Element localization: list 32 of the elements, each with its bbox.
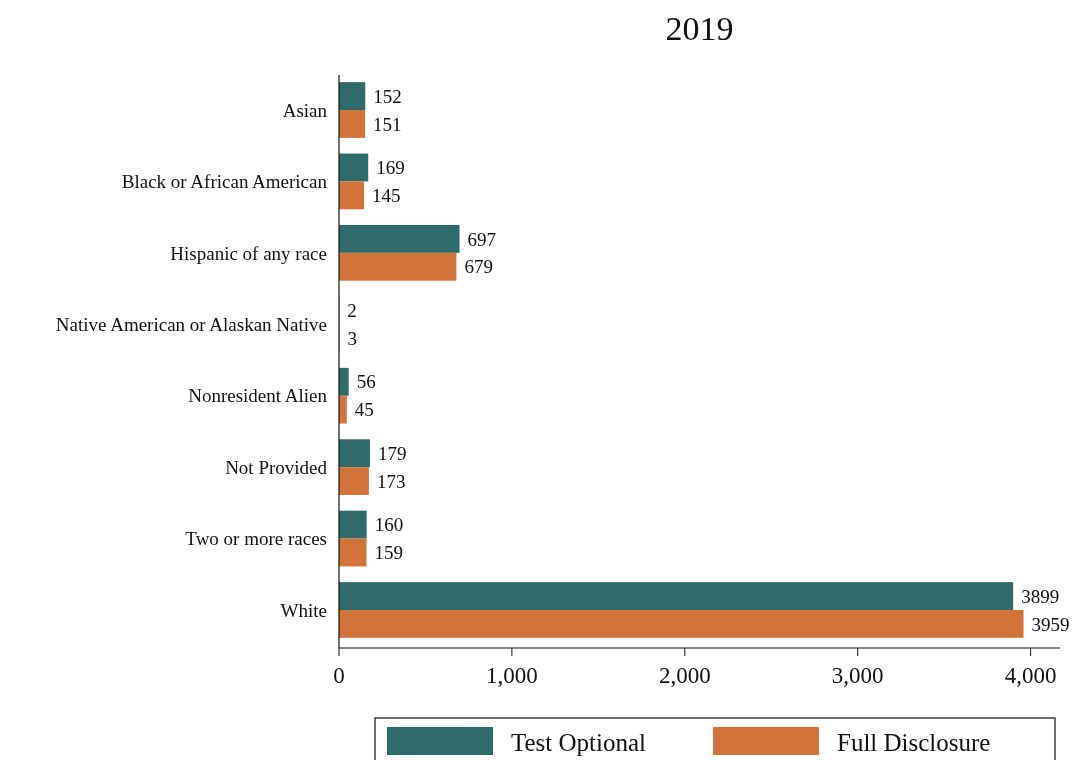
data-label: 169 bbox=[376, 157, 405, 179]
data-label: 152 bbox=[373, 85, 402, 107]
data-label: 173 bbox=[376, 470, 406, 492]
data-label: 45 bbox=[354, 399, 374, 421]
x-tick-label: 0 bbox=[333, 663, 345, 688]
y-tick-label: Hispanic of any race bbox=[170, 242, 327, 264]
y-tick-label: White bbox=[280, 599, 327, 621]
y-tick-label: Asian bbox=[282, 99, 328, 121]
y-tick-label: Nonresident Alien bbox=[188, 385, 328, 407]
legend-label: Full Disclosure bbox=[837, 728, 991, 756]
chart-title: 2019 bbox=[665, 10, 734, 47]
x-tick-label: 3,000 bbox=[831, 663, 884, 688]
data-label: 159 bbox=[374, 542, 403, 564]
data-label: 3899 bbox=[1021, 585, 1060, 607]
data-label: 2 bbox=[347, 300, 357, 322]
x-tick-label: 1,000 bbox=[486, 663, 538, 688]
y-tick-label: Black or African American bbox=[121, 171, 328, 193]
data-label: 179 bbox=[377, 442, 407, 464]
data-label: 697 bbox=[467, 228, 497, 250]
x-tick-label: 2,000 bbox=[658, 663, 711, 688]
data-label: 151 bbox=[373, 113, 402, 135]
data-label: 679 bbox=[464, 256, 493, 278]
x-tick-label: 4,000 bbox=[1004, 663, 1057, 688]
data-label: 3959 bbox=[1031, 613, 1070, 635]
legend-label: Test Optional bbox=[511, 728, 647, 756]
data-label: 56 bbox=[356, 371, 376, 393]
y-tick-label: Not Provided bbox=[225, 456, 328, 478]
data-label: 160 bbox=[374, 514, 404, 536]
y-tick-label: Native American or Alaskan Native bbox=[55, 313, 327, 335]
data-label: 145 bbox=[372, 185, 401, 207]
y-tick-label: Two or more races bbox=[185, 528, 327, 550]
data-label: 3 bbox=[347, 327, 358, 349]
